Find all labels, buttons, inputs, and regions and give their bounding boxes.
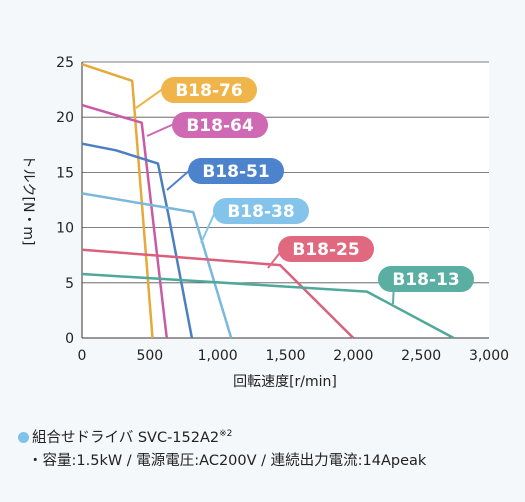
x-tick-label: 0 bbox=[78, 348, 87, 364]
x-axis-label: 回転速度[r/min] bbox=[233, 374, 337, 390]
x-tick-label: 1,000 bbox=[198, 348, 238, 364]
y-tick-label: 20 bbox=[56, 110, 74, 126]
y-tick-label: 5 bbox=[65, 276, 74, 292]
series-label-text: B18-13 bbox=[392, 270, 459, 290]
series-label-text: B18-64 bbox=[186, 116, 253, 136]
series-label-pill bbox=[378, 266, 474, 292]
series-label-b18-51: B18-51 bbox=[188, 158, 284, 184]
series-line-b18-76 bbox=[81, 63, 154, 339]
y-tick-label: 0 bbox=[65, 331, 74, 347]
series-label-b18-25: B18-25 bbox=[278, 236, 374, 262]
series-label-b18-13: B18-13 bbox=[378, 266, 474, 292]
series-line-b18-64 bbox=[81, 103, 169, 339]
series-label-b18-64: B18-64 bbox=[172, 112, 268, 138]
series-label-text: B18-38 bbox=[227, 202, 294, 222]
series-label-text: B18-76 bbox=[175, 81, 242, 101]
series-label-pill bbox=[188, 158, 284, 184]
driver-spec: ・容量:1.5kW / 電源電圧:AC200V / 連続出力電流:14Apeak bbox=[28, 453, 427, 469]
driver-footnote-mark: ※2 bbox=[219, 429, 233, 439]
series-label-pill bbox=[213, 198, 309, 224]
driver-note: 組合せドライバ SVC-152A2※2 bbox=[18, 425, 232, 447]
series-label-b18-38: B18-38 bbox=[213, 198, 309, 224]
leader-line bbox=[146, 123, 175, 137]
x-tick-label: 2,500 bbox=[401, 348, 441, 364]
x-tick-label: 2,000 bbox=[333, 348, 373, 364]
x-tick-label: 1,500 bbox=[265, 348, 305, 364]
leader-line bbox=[166, 169, 191, 191]
series-label-text: B18-51 bbox=[202, 162, 269, 182]
y-tick-label: 15 bbox=[56, 165, 74, 181]
driver-text: 組合せドライバ SVC-152A2 bbox=[32, 430, 220, 446]
series-label-pill bbox=[161, 77, 257, 103]
y-tick-label: 25 bbox=[56, 55, 74, 71]
leader-line bbox=[200, 209, 217, 244]
series-line-b18-38 bbox=[81, 192, 233, 339]
y-axis-label: トルク[N・m] bbox=[20, 154, 36, 245]
y-tick-label: 10 bbox=[56, 221, 74, 237]
leader-line bbox=[135, 87, 165, 109]
x-tick-label: 500 bbox=[136, 348, 163, 364]
series-label-b18-76: B18-76 bbox=[161, 77, 257, 103]
bullet-dot-icon bbox=[18, 432, 29, 443]
series-line-b18-13 bbox=[81, 272, 455, 340]
series-label-pill bbox=[172, 112, 268, 138]
series-label-text: B18-25 bbox=[292, 240, 359, 260]
series-label-pill bbox=[278, 236, 374, 262]
x-tick-label: 3,000 bbox=[469, 348, 509, 364]
series-line-b18-25 bbox=[81, 248, 355, 339]
